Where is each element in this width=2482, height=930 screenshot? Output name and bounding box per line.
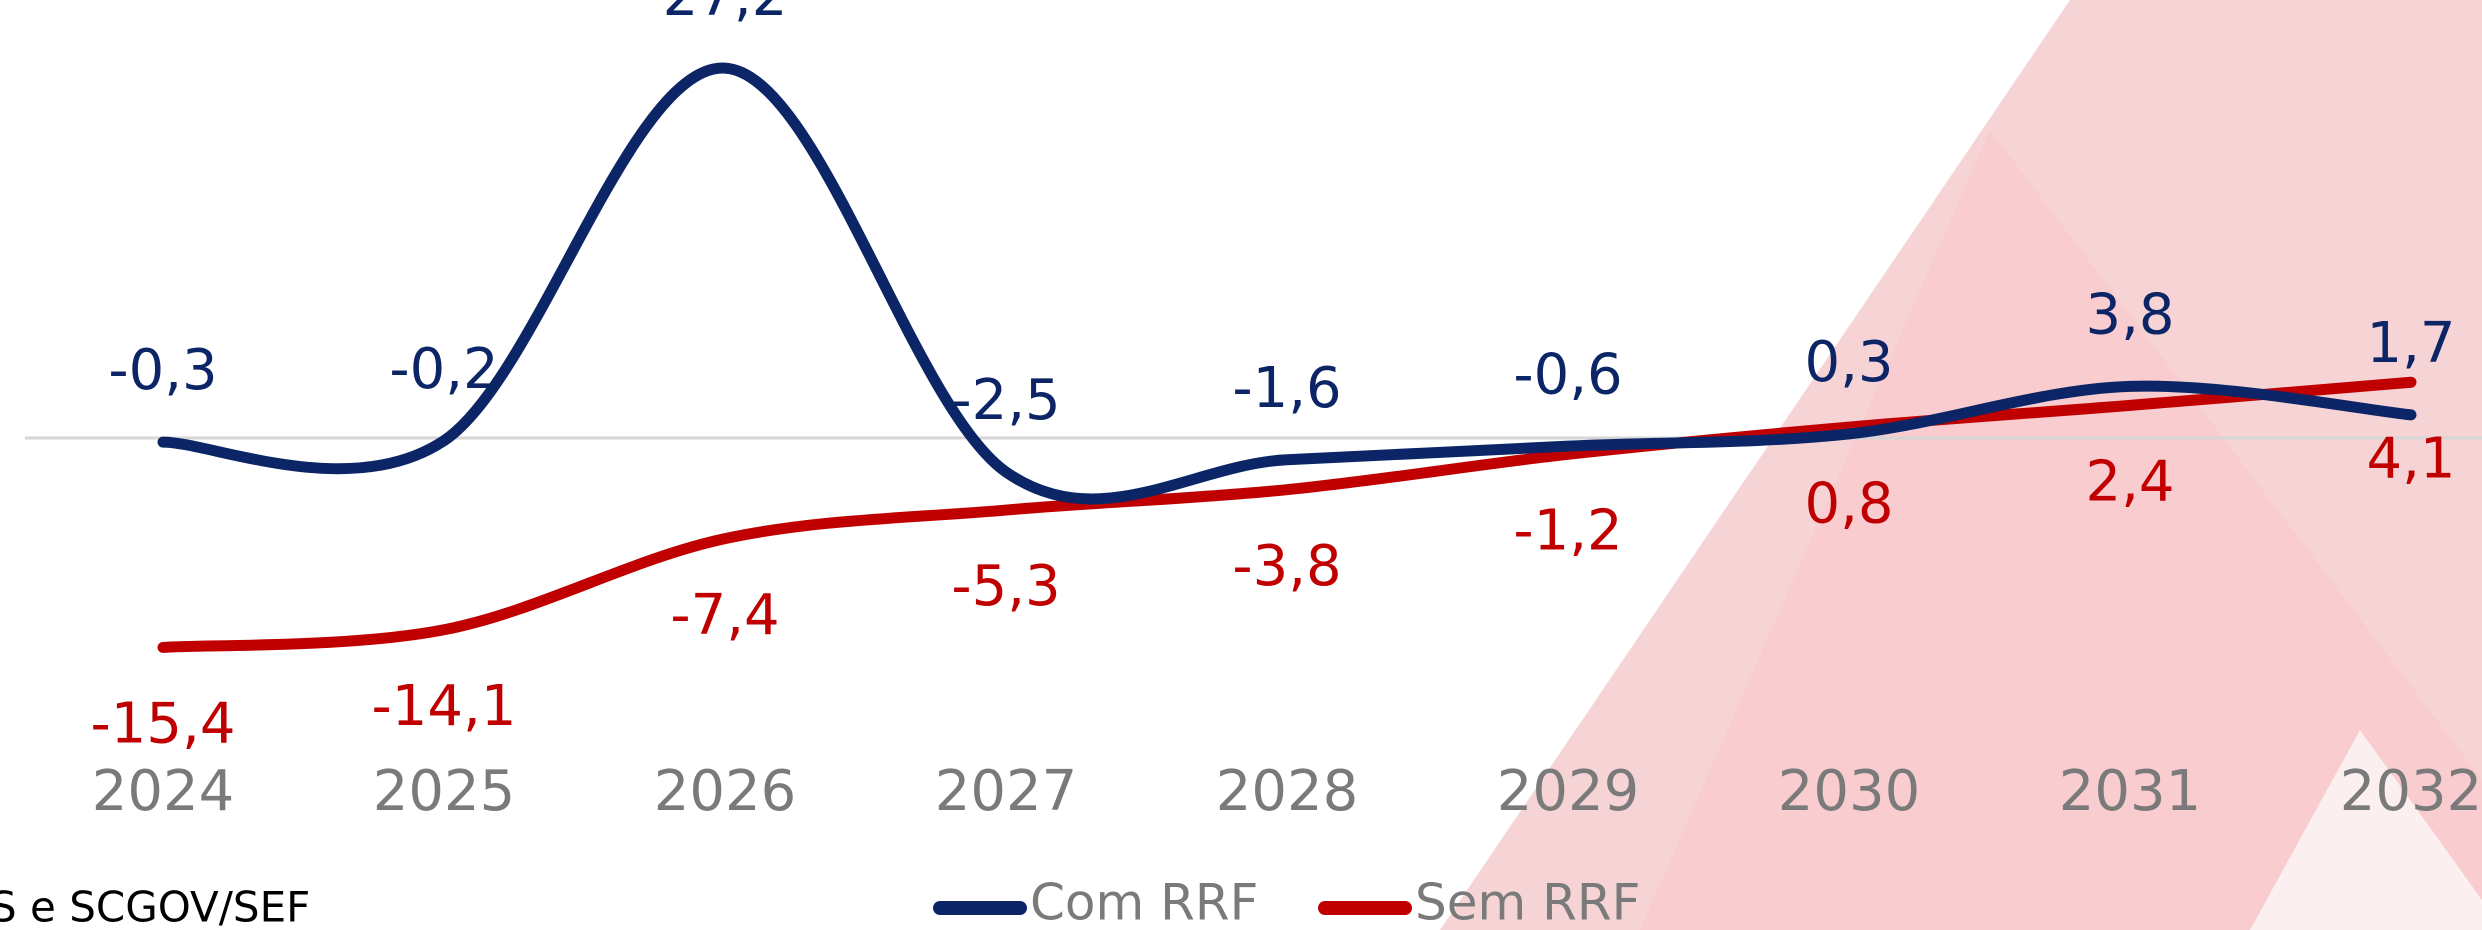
series-line xyxy=(157,376,2417,653)
x-tick-label: 2024 xyxy=(92,759,235,824)
data-label: 4,1 xyxy=(2366,426,2455,491)
data-label: -7,4 xyxy=(670,583,779,648)
data-label: 27,2 xyxy=(663,0,788,29)
data-label: -0,3 xyxy=(108,338,217,403)
legend-label: Com RRF xyxy=(1030,874,1258,930)
source-note: S e SCGOV/SEF xyxy=(0,883,310,930)
x-tick-label: 2025 xyxy=(373,759,516,824)
series-line xyxy=(157,62,2417,505)
x-tick-label: 2030 xyxy=(1778,759,1921,824)
x-tick-label: 2029 xyxy=(1497,759,1640,824)
data-label: -14,1 xyxy=(372,674,517,739)
x-tick-label: 2026 xyxy=(654,759,797,824)
data-label: 1,7 xyxy=(2366,311,2455,376)
data-label: 0,8 xyxy=(1804,471,1893,536)
data-label: -5,3 xyxy=(951,554,1060,619)
data-label: 2,4 xyxy=(2085,450,2174,515)
x-tick-label: 2028 xyxy=(1216,759,1359,824)
background-shape xyxy=(1640,130,2482,930)
data-label: -0,2 xyxy=(389,337,498,402)
legend-label: Sem RRF xyxy=(1415,874,1640,930)
data-label: -2,5 xyxy=(951,368,1060,433)
data-label: -15,4 xyxy=(91,692,236,757)
x-tick-label: 2031 xyxy=(2059,759,2202,824)
x-tick-label: 2032 xyxy=(2340,759,2482,824)
data-label: 0,3 xyxy=(1804,330,1893,395)
data-label: -0,6 xyxy=(1513,342,1622,407)
data-label: -3,8 xyxy=(1232,534,1341,599)
data-label: -1,6 xyxy=(1232,356,1341,421)
data-label: -1,2 xyxy=(1513,498,1622,563)
x-tick-label: 2027 xyxy=(935,759,1078,824)
data-label: 3,8 xyxy=(2085,282,2174,347)
background-shape xyxy=(2250,730,2482,930)
